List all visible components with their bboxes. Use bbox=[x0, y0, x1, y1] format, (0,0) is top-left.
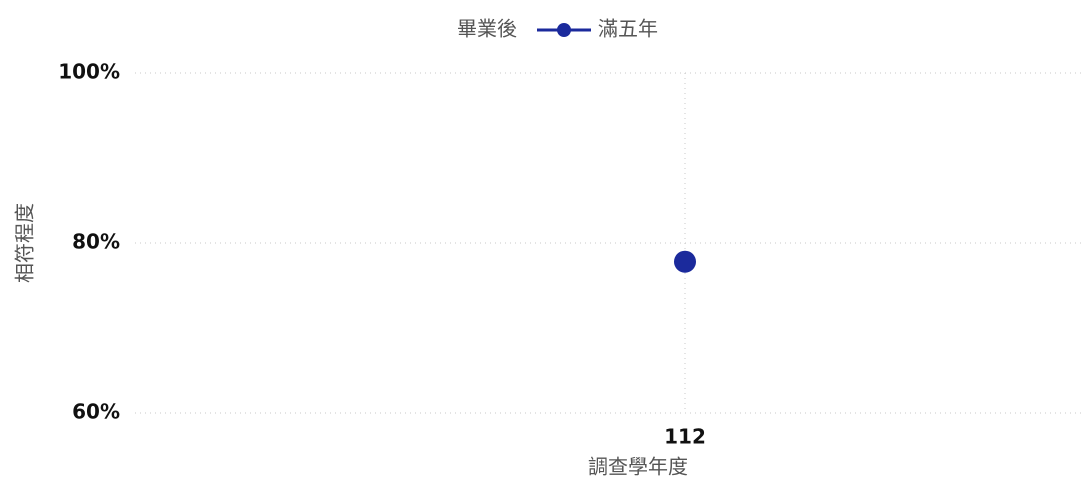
y-tick-label: 80% bbox=[72, 230, 120, 254]
legend-label: 滿五年 bbox=[598, 17, 658, 41]
y-tick-label: 100% bbox=[58, 60, 120, 84]
x-axis-label: 調查學年度 bbox=[588, 455, 688, 479]
legend-marker bbox=[557, 23, 571, 37]
data-point bbox=[674, 250, 696, 273]
y-axis-label: 相符程度 bbox=[13, 203, 37, 283]
legend-title: 畢業後 bbox=[457, 17, 517, 41]
y-tick-label: 60% bbox=[72, 400, 120, 424]
x-tick-label: 112 bbox=[664, 425, 706, 449]
